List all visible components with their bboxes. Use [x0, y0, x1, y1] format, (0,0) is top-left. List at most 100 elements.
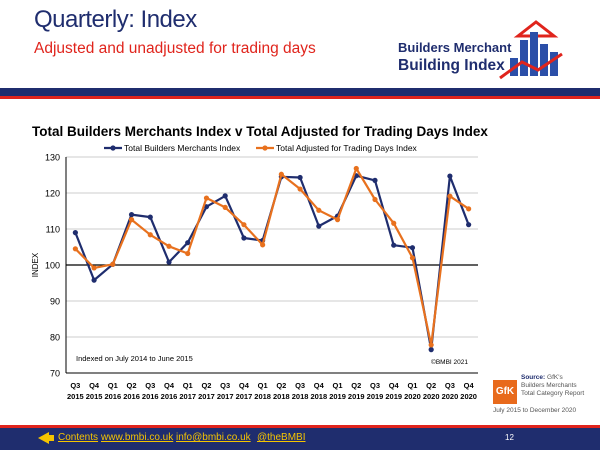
- x-tick-quarter: Q2: [276, 381, 286, 390]
- y-tick-label: 120: [45, 189, 60, 199]
- gfk-logo: GfK: [493, 380, 517, 404]
- legend-marker: [262, 145, 268, 151]
- chart-annotation-left: Indexed on July 2014 to June 2015: [76, 354, 193, 363]
- x-tick-year: 2018: [273, 392, 290, 401]
- data-point: [222, 204, 228, 210]
- x-tick-quarter: Q3: [370, 381, 380, 390]
- data-point: [222, 193, 228, 199]
- data-point: [72, 230, 78, 236]
- data-point: [91, 265, 97, 271]
- data-point: [391, 220, 397, 226]
- x-tick-quarter: Q1: [183, 381, 193, 390]
- y-tick-label: 70: [50, 369, 60, 379]
- x-tick-quarter: Q2: [127, 381, 137, 390]
- x-tick-year: 2019: [385, 392, 402, 401]
- data-point: [334, 217, 341, 223]
- data-point: [447, 193, 453, 199]
- x-tick-year: 2017: [217, 392, 234, 401]
- x-tick-year: 2019: [348, 392, 365, 401]
- data-point: [316, 207, 322, 213]
- contents-link[interactable]: Contents: [58, 432, 99, 443]
- x-tick-year: 2016: [161, 392, 178, 401]
- data-point: [185, 240, 191, 246]
- data-point: [372, 177, 378, 183]
- data-point: [260, 242, 266, 248]
- x-tick-year: 2017: [198, 392, 215, 401]
- x-tick-year: 2015: [86, 392, 103, 401]
- bmbi-logo: Builders Merchant Building Index: [392, 18, 564, 82]
- x-tick-quarter: Q3: [445, 381, 455, 390]
- x-tick-year: 2015: [67, 392, 84, 401]
- x-tick-year: 2020: [423, 392, 440, 401]
- data-point: [466, 206, 472, 212]
- data-point: [147, 232, 153, 238]
- data-point: [409, 255, 416, 261]
- page-number: 12: [505, 433, 514, 442]
- data-point: [316, 223, 322, 229]
- x-tick-quarter: Q2: [426, 381, 436, 390]
- data-point: [447, 173, 453, 179]
- back-arrow-stem[interactable]: [48, 435, 54, 441]
- x-tick-year: 2016: [142, 392, 159, 401]
- twitter-link[interactable]: @theBMBI: [257, 432, 306, 443]
- x-tick-year: 2020: [460, 392, 477, 401]
- x-tick-year: 2020: [442, 392, 459, 401]
- page-subtitle: Adjusted and unadjusted for trading days: [34, 40, 316, 57]
- series-line: [74, 167, 470, 346]
- y-tick-label: 80: [50, 333, 60, 343]
- data-point: [128, 212, 135, 218]
- x-tick-quarter: Q1: [258, 381, 268, 390]
- source-period: July 2015 to December 2020: [493, 407, 577, 414]
- website-link[interactable]: www.bmbi.co.uk: [101, 432, 174, 443]
- x-tick-quarter: Q1: [407, 381, 417, 390]
- x-tick-quarter: Q4: [89, 381, 100, 390]
- data-point: [147, 214, 153, 220]
- x-tick-quarter: Q4: [239, 381, 250, 390]
- data-point: [297, 174, 303, 181]
- data-point: [428, 347, 434, 353]
- y-tick-label: 130: [45, 153, 60, 163]
- data-point: [241, 235, 247, 241]
- logo-line2: Building Index: [398, 57, 505, 74]
- x-tick-quarter: Q3: [220, 381, 230, 390]
- page-title-main: Quarterly: [34, 6, 129, 33]
- x-tick-quarter: Q4: [389, 381, 400, 390]
- x-tick-year: 2018: [310, 392, 327, 401]
- legend-marker: [110, 145, 116, 151]
- y-axis-label: INDEX: [31, 252, 40, 277]
- data-point: [166, 243, 172, 249]
- x-tick-quarter: Q3: [145, 381, 155, 390]
- x-tick-year: 2019: [367, 392, 384, 401]
- source-text: Source: GfK's Builders Merchants Total C…: [521, 374, 587, 398]
- page-title: Quarterly: Index: [34, 6, 197, 34]
- data-point: [128, 217, 135, 223]
- x-tick-year: 2019: [329, 392, 346, 401]
- x-tick-year: 2020: [404, 392, 421, 401]
- data-point: [91, 277, 97, 283]
- data-point: [110, 261, 116, 267]
- x-tick-quarter: Q4: [164, 381, 175, 390]
- x-tick-quarter: Q2: [201, 381, 211, 390]
- x-tick-quarter: Q3: [70, 381, 80, 390]
- data-point: [428, 342, 434, 348]
- x-tick-year: 2017: [236, 392, 253, 401]
- footer-accent: [0, 425, 600, 428]
- logo-line1: Builders Merchant: [398, 40, 512, 55]
- chart-title: Total Builders Merchants Index v Total A…: [32, 124, 488, 139]
- logo-skyline-icon: [499, 20, 563, 80]
- data-point: [203, 195, 210, 201]
- back-arrow-icon[interactable]: [38, 432, 49, 444]
- data-point: [278, 171, 284, 177]
- x-tick-quarter: Q3: [295, 381, 305, 390]
- data-point: [297, 186, 303, 192]
- source-note: GfK Source: GfK's Builders Merchants Tot…: [491, 374, 587, 424]
- y-tick-label: 110: [46, 225, 60, 235]
- data-point: [409, 245, 416, 251]
- source-lines: GfK's Builders Merchants Total Category …: [521, 374, 585, 397]
- data-point: [353, 165, 359, 172]
- chart-annotation-right: ©BMBI 2021: [431, 358, 468, 366]
- email-link[interactable]: info@bmbi.co.uk: [176, 432, 251, 443]
- data-point: [72, 246, 78, 252]
- x-tick-year: 2017: [179, 392, 196, 401]
- x-tick-year: 2016: [104, 392, 121, 401]
